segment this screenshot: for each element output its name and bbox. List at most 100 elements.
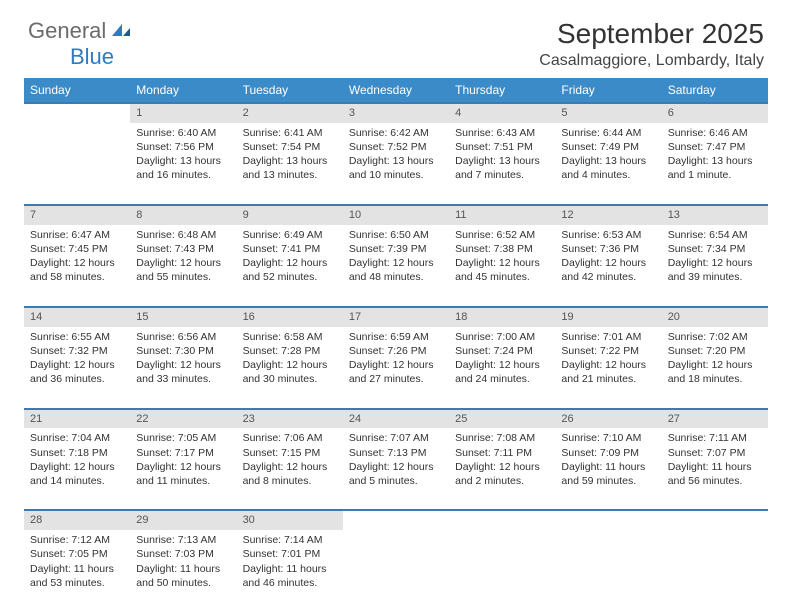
daylight-text: Daylight: 13 hours and 7 minutes. bbox=[455, 154, 549, 182]
day-cell: Sunrise: 6:54 AMSunset: 7:34 PMDaylight:… bbox=[662, 225, 768, 307]
sunrise-text: Sunrise: 6:48 AM bbox=[136, 228, 230, 242]
sunrise-text: Sunrise: 6:46 AM bbox=[668, 126, 762, 140]
daylight-text: Daylight: 12 hours and 18 minutes. bbox=[668, 358, 762, 386]
daylight-text: Daylight: 12 hours and 58 minutes. bbox=[30, 256, 124, 284]
sunrise-text: Sunrise: 7:07 AM bbox=[349, 431, 443, 445]
location: Casalmaggiore, Lombardy, Italy bbox=[539, 52, 764, 70]
calendar-body: 123456Sunrise: 6:40 AMSunset: 7:56 PMDay… bbox=[24, 103, 768, 612]
sunset-text: Sunset: 7:09 PM bbox=[561, 446, 655, 460]
day-cell: Sunrise: 6:58 AMSunset: 7:28 PMDaylight:… bbox=[237, 327, 343, 409]
daylight-text: Daylight: 13 hours and 10 minutes. bbox=[349, 154, 443, 182]
sunset-text: Sunset: 7:11 PM bbox=[455, 446, 549, 460]
daylight-text: Daylight: 11 hours and 46 minutes. bbox=[243, 562, 337, 590]
weekday-header: Wednesday bbox=[343, 78, 449, 103]
day-cell: Sunrise: 6:50 AMSunset: 7:39 PMDaylight:… bbox=[343, 225, 449, 307]
title-block: September 2025 Casalmaggiore, Lombardy, … bbox=[539, 18, 764, 70]
sunrise-text: Sunrise: 6:41 AM bbox=[243, 126, 337, 140]
day-number-cell bbox=[343, 510, 449, 530]
sunrise-text: Sunrise: 6:58 AM bbox=[243, 330, 337, 344]
day-cell: Sunrise: 7:06 AMSunset: 7:15 PMDaylight:… bbox=[237, 428, 343, 510]
day-number-row: 14151617181920 bbox=[24, 307, 768, 327]
weekday-header: Friday bbox=[555, 78, 661, 103]
sunset-text: Sunset: 7:01 PM bbox=[243, 547, 337, 561]
daylight-text: Daylight: 12 hours and 30 minutes. bbox=[243, 358, 337, 386]
daylight-text: Daylight: 11 hours and 59 minutes. bbox=[561, 460, 655, 488]
sunset-text: Sunset: 7:39 PM bbox=[349, 242, 443, 256]
day-cell: Sunrise: 6:43 AMSunset: 7:51 PMDaylight:… bbox=[449, 123, 555, 205]
daylight-text: Daylight: 12 hours and 21 minutes. bbox=[561, 358, 655, 386]
daylight-text: Daylight: 12 hours and 48 minutes. bbox=[349, 256, 443, 284]
sunset-text: Sunset: 7:15 PM bbox=[243, 446, 337, 460]
daylight-text: Daylight: 12 hours and 24 minutes. bbox=[455, 358, 549, 386]
sunrise-text: Sunrise: 6:49 AM bbox=[243, 228, 337, 242]
sunrise-text: Sunrise: 6:47 AM bbox=[30, 228, 124, 242]
sunset-text: Sunset: 7:22 PM bbox=[561, 344, 655, 358]
day-number-cell: 15 bbox=[130, 307, 236, 327]
sunset-text: Sunset: 7:38 PM bbox=[455, 242, 549, 256]
sunrise-text: Sunrise: 7:06 AM bbox=[243, 431, 337, 445]
day-number-cell: 21 bbox=[24, 409, 130, 429]
daylight-text: Daylight: 12 hours and 14 minutes. bbox=[30, 460, 124, 488]
sunrise-text: Sunrise: 7:08 AM bbox=[455, 431, 549, 445]
day-cell bbox=[662, 530, 768, 612]
daylight-text: Daylight: 12 hours and 45 minutes. bbox=[455, 256, 549, 284]
sunset-text: Sunset: 7:34 PM bbox=[668, 242, 762, 256]
day-cell: Sunrise: 7:11 AMSunset: 7:07 PMDaylight:… bbox=[662, 428, 768, 510]
day-number-cell: 1 bbox=[130, 103, 236, 123]
day-cell: Sunrise: 6:42 AMSunset: 7:52 PMDaylight:… bbox=[343, 123, 449, 205]
day-cell: Sunrise: 7:02 AMSunset: 7:20 PMDaylight:… bbox=[662, 327, 768, 409]
day-number-cell: 28 bbox=[24, 510, 130, 530]
day-number-cell: 25 bbox=[449, 409, 555, 429]
sunrise-text: Sunrise: 7:04 AM bbox=[30, 431, 124, 445]
day-body-row: Sunrise: 6:40 AMSunset: 7:56 PMDaylight:… bbox=[24, 123, 768, 205]
day-cell: Sunrise: 7:05 AMSunset: 7:17 PMDaylight:… bbox=[130, 428, 236, 510]
day-cell bbox=[343, 530, 449, 612]
day-cell: Sunrise: 6:47 AMSunset: 7:45 PMDaylight:… bbox=[24, 225, 130, 307]
day-number-row: 123456 bbox=[24, 103, 768, 123]
weekday-header: Monday bbox=[130, 78, 236, 103]
day-number-cell: 23 bbox=[237, 409, 343, 429]
sunset-text: Sunset: 7:26 PM bbox=[349, 344, 443, 358]
header: General Blue September 2025 Casalmaggior… bbox=[0, 0, 792, 78]
day-cell: Sunrise: 7:12 AMSunset: 7:05 PMDaylight:… bbox=[24, 530, 130, 612]
daylight-text: Daylight: 11 hours and 53 minutes. bbox=[30, 562, 124, 590]
sunrise-text: Sunrise: 7:01 AM bbox=[561, 330, 655, 344]
day-number-cell: 14 bbox=[24, 307, 130, 327]
sunset-text: Sunset: 7:47 PM bbox=[668, 140, 762, 154]
day-cell bbox=[555, 530, 661, 612]
day-number-cell: 6 bbox=[662, 103, 768, 123]
day-number-cell: 19 bbox=[555, 307, 661, 327]
day-cell: Sunrise: 6:49 AMSunset: 7:41 PMDaylight:… bbox=[237, 225, 343, 307]
daylight-text: Daylight: 12 hours and 39 minutes. bbox=[668, 256, 762, 284]
sunrise-text: Sunrise: 7:12 AM bbox=[30, 533, 124, 547]
day-cell: Sunrise: 7:08 AMSunset: 7:11 PMDaylight:… bbox=[449, 428, 555, 510]
day-cell: Sunrise: 7:01 AMSunset: 7:22 PMDaylight:… bbox=[555, 327, 661, 409]
sunset-text: Sunset: 7:36 PM bbox=[561, 242, 655, 256]
daylight-text: Daylight: 13 hours and 16 minutes. bbox=[136, 154, 230, 182]
day-number-row: 21222324252627 bbox=[24, 409, 768, 429]
day-number-cell: 30 bbox=[237, 510, 343, 530]
day-cell: Sunrise: 7:14 AMSunset: 7:01 PMDaylight:… bbox=[237, 530, 343, 612]
sunset-text: Sunset: 7:41 PM bbox=[243, 242, 337, 256]
sunset-text: Sunset: 7:52 PM bbox=[349, 140, 443, 154]
day-cell: Sunrise: 7:04 AMSunset: 7:18 PMDaylight:… bbox=[24, 428, 130, 510]
daylight-text: Daylight: 13 hours and 1 minute. bbox=[668, 154, 762, 182]
day-body-row: Sunrise: 7:12 AMSunset: 7:05 PMDaylight:… bbox=[24, 530, 768, 612]
daylight-text: Daylight: 12 hours and 11 minutes. bbox=[136, 460, 230, 488]
day-number-cell: 17 bbox=[343, 307, 449, 327]
day-cell: Sunrise: 6:53 AMSunset: 7:36 PMDaylight:… bbox=[555, 225, 661, 307]
sunset-text: Sunset: 7:20 PM bbox=[668, 344, 762, 358]
daylight-text: Daylight: 13 hours and 13 minutes. bbox=[243, 154, 337, 182]
logo: General Blue bbox=[28, 18, 132, 70]
daylight-text: Daylight: 13 hours and 4 minutes. bbox=[561, 154, 655, 182]
daylight-text: Daylight: 12 hours and 33 minutes. bbox=[136, 358, 230, 386]
daylight-text: Daylight: 12 hours and 52 minutes. bbox=[243, 256, 337, 284]
day-cell: Sunrise: 7:00 AMSunset: 7:24 PMDaylight:… bbox=[449, 327, 555, 409]
day-number-cell bbox=[555, 510, 661, 530]
sunrise-text: Sunrise: 6:50 AM bbox=[349, 228, 443, 242]
sunset-text: Sunset: 7:30 PM bbox=[136, 344, 230, 358]
sunset-text: Sunset: 7:54 PM bbox=[243, 140, 337, 154]
logo-text-general: General bbox=[28, 18, 106, 43]
daylight-text: Daylight: 11 hours and 50 minutes. bbox=[136, 562, 230, 590]
daylight-text: Daylight: 12 hours and 27 minutes. bbox=[349, 358, 443, 386]
